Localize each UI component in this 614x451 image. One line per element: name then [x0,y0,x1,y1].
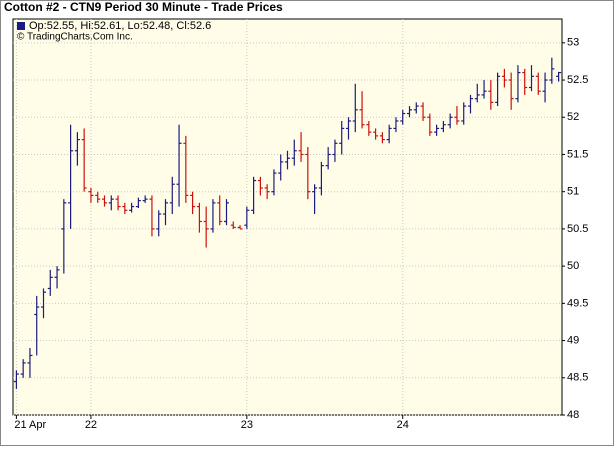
y-tick-label: 51.5 [567,148,588,160]
y-tick-label: 49.5 [567,297,588,309]
chart-title: Cotton #2 - CTN9 Period 30 Minute - Trad… [4,0,283,14]
y-tick-label: 50 [567,260,579,272]
y-tick-label: 52 [567,111,579,123]
x-tick-label: 22 [85,419,97,431]
y-tick-label: 51 [567,186,579,198]
y-tick-label: 50.5 [567,223,588,235]
y-tick-label: 48 [567,409,579,421]
legend-text: Op:52.55, Hi:52.61, Lo:52.48, Cl:52.6 [29,20,211,32]
plot-area [12,18,563,416]
y-tick-label: 48.5 [567,372,588,384]
x-tick-label: 21 Apr [14,419,46,431]
x-tick-label: 23 [241,419,253,431]
y-tick-label: 52.5 [567,74,588,86]
y-tick-label: 49 [567,334,579,346]
credit: © TradingCharts.Com Inc. [17,32,133,43]
legend-swatch [17,22,25,30]
x-tick-label: 24 [397,419,409,431]
y-tick-label: 53 [567,37,579,49]
